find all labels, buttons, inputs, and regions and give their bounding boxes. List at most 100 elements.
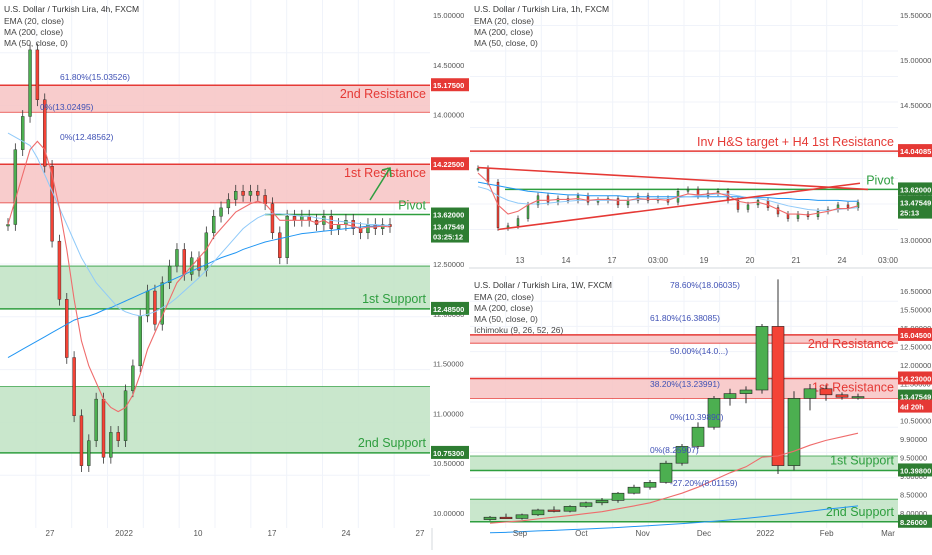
- price-tick-label: 11.00000: [433, 409, 464, 418]
- candle-up: [579, 502, 593, 507]
- candle-up: [595, 500, 609, 504]
- h4-chart: 2nd Resistance 1st Resistance 1st Support 2…: [0, 0, 430, 528]
- ema-line: [477, 172, 859, 216]
- line-label: Pivot: [866, 173, 894, 187]
- price-badge-label: 10.39800: [900, 466, 931, 475]
- candle-down: [241, 191, 245, 196]
- candle-up: [787, 398, 801, 466]
- price-badge: [898, 144, 932, 158]
- candle-up: [816, 211, 820, 217]
- candle-up: [211, 215, 216, 234]
- time-tick-label: 17: [608, 256, 617, 265]
- time-tick-label: 24: [838, 256, 847, 265]
- candle-up: [691, 426, 705, 447]
- price-badge-label: 03:25:12: [433, 233, 463, 242]
- ma50-line: [7, 132, 390, 317]
- chart-title: U.S. Dollar / Turkish Lira, 4h, FXCM: [4, 4, 139, 14]
- candle-down: [35, 49, 40, 100]
- candle-up: [87, 440, 91, 466]
- price-tick-label: 9.00000: [900, 472, 927, 481]
- price-badge-label: 13.62000: [900, 185, 931, 194]
- candle-down: [835, 394, 849, 398]
- indicator-legend: Ichimoku (9, 26, 52, 26): [474, 325, 563, 335]
- candle-up: [234, 191, 238, 200]
- price-tick-label: 15.00000: [433, 11, 464, 20]
- candle-down: [499, 516, 513, 520]
- candle-up: [175, 249, 179, 267]
- price-badge: [898, 389, 932, 403]
- zone-label: 2nd Support: [358, 436, 427, 450]
- time-tick-label: 17: [268, 529, 277, 538]
- candle-down: [57, 240, 62, 300]
- fib-annotation: 0%(10.39890): [670, 412, 724, 422]
- price-badge-label: 14.04085: [900, 147, 931, 156]
- price-tick-label: 9.50000: [900, 454, 927, 463]
- price-tick-label: 12.50000: [900, 343, 931, 352]
- candle-up: [219, 207, 223, 217]
- candle-down: [292, 215, 297, 221]
- candle-up: [563, 506, 577, 512]
- candle-down: [586, 195, 590, 203]
- candle-down: [278, 232, 282, 258]
- candle-down: [786, 213, 790, 219]
- candle-up: [476, 168, 480, 171]
- candle-up: [851, 396, 865, 399]
- price-tick-label: 8.00000: [900, 509, 927, 518]
- arrow-head: [381, 167, 392, 178]
- candle-down: [101, 398, 106, 458]
- price-tick-label: 10.50000: [900, 417, 931, 426]
- zone-label: 1st Resistance: [344, 166, 426, 180]
- indicator-legend: EMA (20, close): [474, 16, 534, 26]
- candle-up: [28, 49, 32, 117]
- h1-chart-price-axis: 15.5000015.0000014.5000014.0000013.50000…: [898, 0, 932, 255]
- candle-up: [739, 389, 753, 394]
- indicator-legend: MA (50, close, 0): [4, 38, 68, 48]
- price-badge: [431, 229, 469, 243]
- candle-up: [626, 200, 630, 206]
- price-badge-label: 25:13: [900, 209, 919, 218]
- candle-up: [138, 315, 142, 367]
- candle-down: [72, 357, 76, 416]
- price-badge: [898, 327, 932, 341]
- candle-down: [153, 290, 157, 325]
- chart-title: U.S. Dollar / Turkish Lira, 1h, FXCM: [474, 4, 609, 14]
- price-tick-label: 14.50000: [900, 101, 931, 110]
- price-tick-label: 10.50000: [433, 459, 464, 468]
- price-badge-label: 14.22500: [433, 160, 464, 169]
- zone-label: 2nd Resistance: [340, 87, 426, 101]
- candle-down: [486, 168, 490, 183]
- candle-up: [6, 224, 10, 227]
- candle-up: [643, 482, 657, 488]
- candle-down: [329, 215, 333, 229]
- indicator-legend: MA (50, close, 0): [474, 38, 538, 48]
- zone-resistance: [0, 85, 430, 113]
- candle-down: [263, 195, 267, 204]
- price-badge: [898, 463, 932, 477]
- time-tick-label: 24: [342, 529, 351, 538]
- h1-chart: Inv H&S target + H4 1st Resistance Pivot U…: [470, 0, 898, 255]
- zone-label: 2nd Support: [826, 505, 895, 519]
- fib-annotation: 0%(8.25907): [650, 445, 699, 455]
- candle-up: [131, 365, 135, 392]
- price-badge: [898, 514, 932, 528]
- indicator-legend: MA (200, close): [474, 303, 533, 313]
- price-badge: [898, 399, 932, 413]
- candle-down: [736, 200, 740, 210]
- price-badge-label: 8.26000: [900, 518, 927, 527]
- candle-down: [351, 220, 355, 229]
- candle-down: [50, 166, 54, 242]
- candle-up: [531, 509, 545, 516]
- triangle-upper-line: [477, 166, 869, 191]
- fib-annotation: 61.80%(15.03526): [60, 72, 130, 82]
- price-badge-label: 15.17500: [433, 81, 464, 90]
- time-tick-label: Nov: [636, 529, 650, 538]
- time-tick-label: Oct: [575, 529, 588, 538]
- price-tick-label: 16.50000: [900, 287, 931, 296]
- price-tick-label: 15.00000: [900, 56, 931, 65]
- price-tick-label: 13.00000: [900, 236, 931, 245]
- time-tick-label: Dec: [697, 529, 711, 538]
- candle-up: [13, 149, 18, 225]
- candle-up: [226, 199, 231, 209]
- zone-support: [0, 386, 430, 453]
- candle-down: [270, 203, 275, 234]
